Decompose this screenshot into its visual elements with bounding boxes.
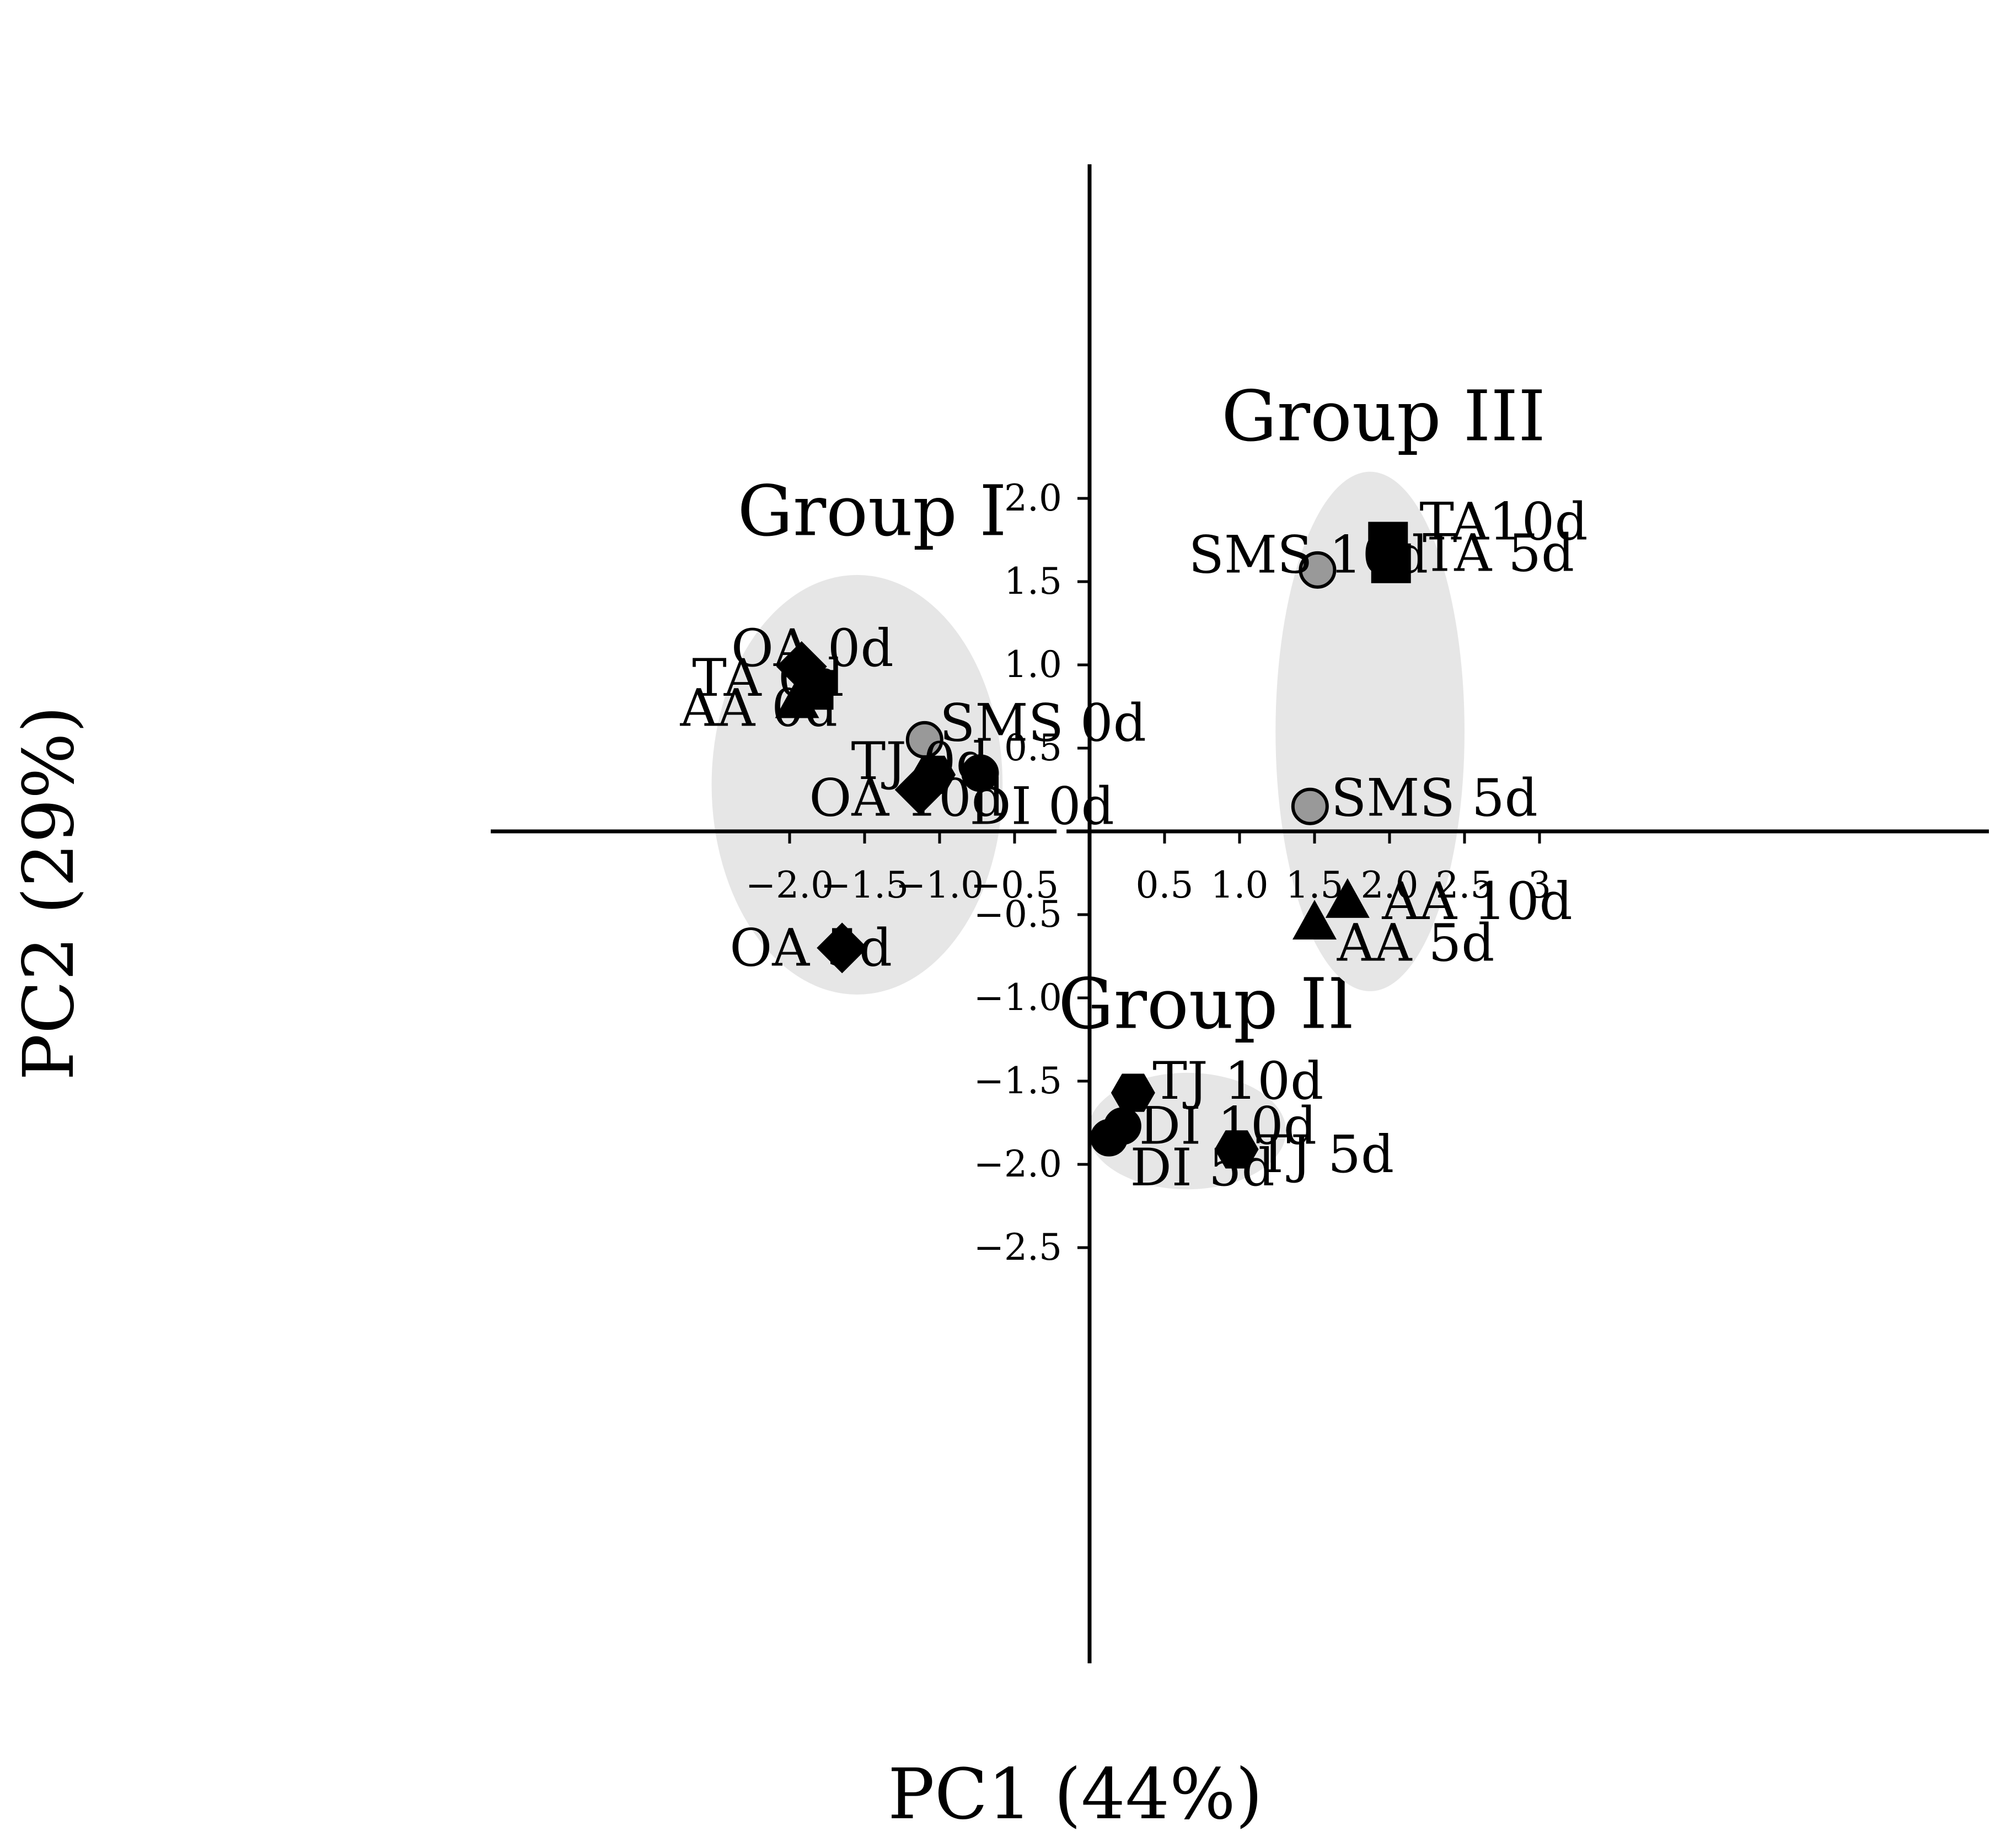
point-di-0d: [961, 754, 999, 792]
label-ta10d: TA10d: [1419, 492, 1587, 552]
label-tj-5d: TJ 5d: [1256, 1125, 1394, 1185]
point-tj-10d: [1111, 1073, 1155, 1112]
x-tick-label: 1.5: [1286, 864, 1344, 906]
y-tick-label: 1.0: [1004, 643, 1062, 686]
x-tick-label: 1.0: [1211, 864, 1269, 906]
axis-gap: [1056, 828, 1067, 835]
label-di-10d: DI 10d: [1139, 1097, 1317, 1157]
y-tick-label: −0.5: [974, 893, 1062, 936]
ellipse-group-i: [711, 574, 1003, 995]
y-tick-label: −1.5: [974, 1060, 1062, 1102]
point-aa-0d: [775, 678, 819, 718]
label-tj-0d: TJ 0d: [851, 732, 989, 792]
x-tick-label: −1.0: [895, 864, 984, 906]
label-group-ii: Group II: [1058, 963, 1355, 1044]
label-oa-0d: OA 0d: [731, 619, 894, 679]
point-sms-10d: [1299, 551, 1337, 589]
label-oa-5d: OA 5d: [730, 918, 892, 978]
label-group-i: Group I: [737, 470, 1006, 551]
y-axis-title: PC2 (29%): [8, 706, 89, 1081]
label-aa-0d: AA 0d: [679, 679, 838, 739]
data-points: [775, 522, 1411, 1169]
point-tj-5d: [1214, 1130, 1259, 1169]
x-tick-label: 3: [1528, 864, 1551, 906]
label-group-iii: Group III: [1221, 375, 1546, 456]
x-tick-label: 0.5: [1136, 864, 1194, 906]
y-tick-label: 0.5: [1004, 727, 1062, 769]
label-oa-10d: OA 10d: [809, 769, 1005, 829]
point-sms-5d: [1291, 787, 1329, 825]
y-tick-label: 2.0: [1004, 477, 1062, 519]
axis-ticks: −2.0−1.5−1.0−0.5 0.5 1.0 1.5 2.0 2.5 32.01.51.…: [745, 477, 1551, 1269]
label-sms-10d: SMS 10d: [1189, 525, 1429, 585]
label-aa-10d: AA 10d: [1381, 872, 1572, 932]
x-axis-title: PC1 (44%): [888, 1754, 1263, 1835]
point-oa-5d: [817, 922, 868, 974]
y-tick-label: 1.5: [1004, 560, 1062, 603]
y-tick-label: −2.0: [974, 1143, 1062, 1185]
point-di-5d: [1090, 1119, 1128, 1157]
point-ta-5d: [1371, 543, 1411, 583]
x-tick-label: −1.5: [820, 864, 909, 906]
x-tick-label: −0.5: [970, 864, 1059, 906]
point-oa-10d: [894, 764, 946, 815]
y-tick-label: −1.0: [974, 976, 1062, 1019]
label-aa-5d: AA 5d: [1337, 913, 1495, 973]
point-aa-10d: [1325, 878, 1370, 918]
label-ta-0d: TA 0d: [692, 648, 844, 708]
point-aa-5d: [1292, 900, 1337, 940]
label-tj-10d: TJ 10d: [1152, 1051, 1323, 1111]
label-di-5d: DI 5d: [1130, 1138, 1274, 1198]
label-sms-5d: SMS 5d: [1331, 769, 1538, 829]
x-tick-label: 2.5: [1436, 864, 1494, 906]
x-tick-label: −2.0: [745, 864, 834, 906]
label-di-0d: DI 0d: [969, 777, 1114, 837]
x-tick-label: 2.0: [1361, 864, 1419, 906]
y-tick-label: −2.5: [974, 1226, 1062, 1269]
label-sms-0d: SMS 0d: [940, 694, 1146, 754]
label-ta-5d: TA 5d: [1423, 524, 1574, 584]
ellipse-group-iii: [1275, 471, 1465, 991]
